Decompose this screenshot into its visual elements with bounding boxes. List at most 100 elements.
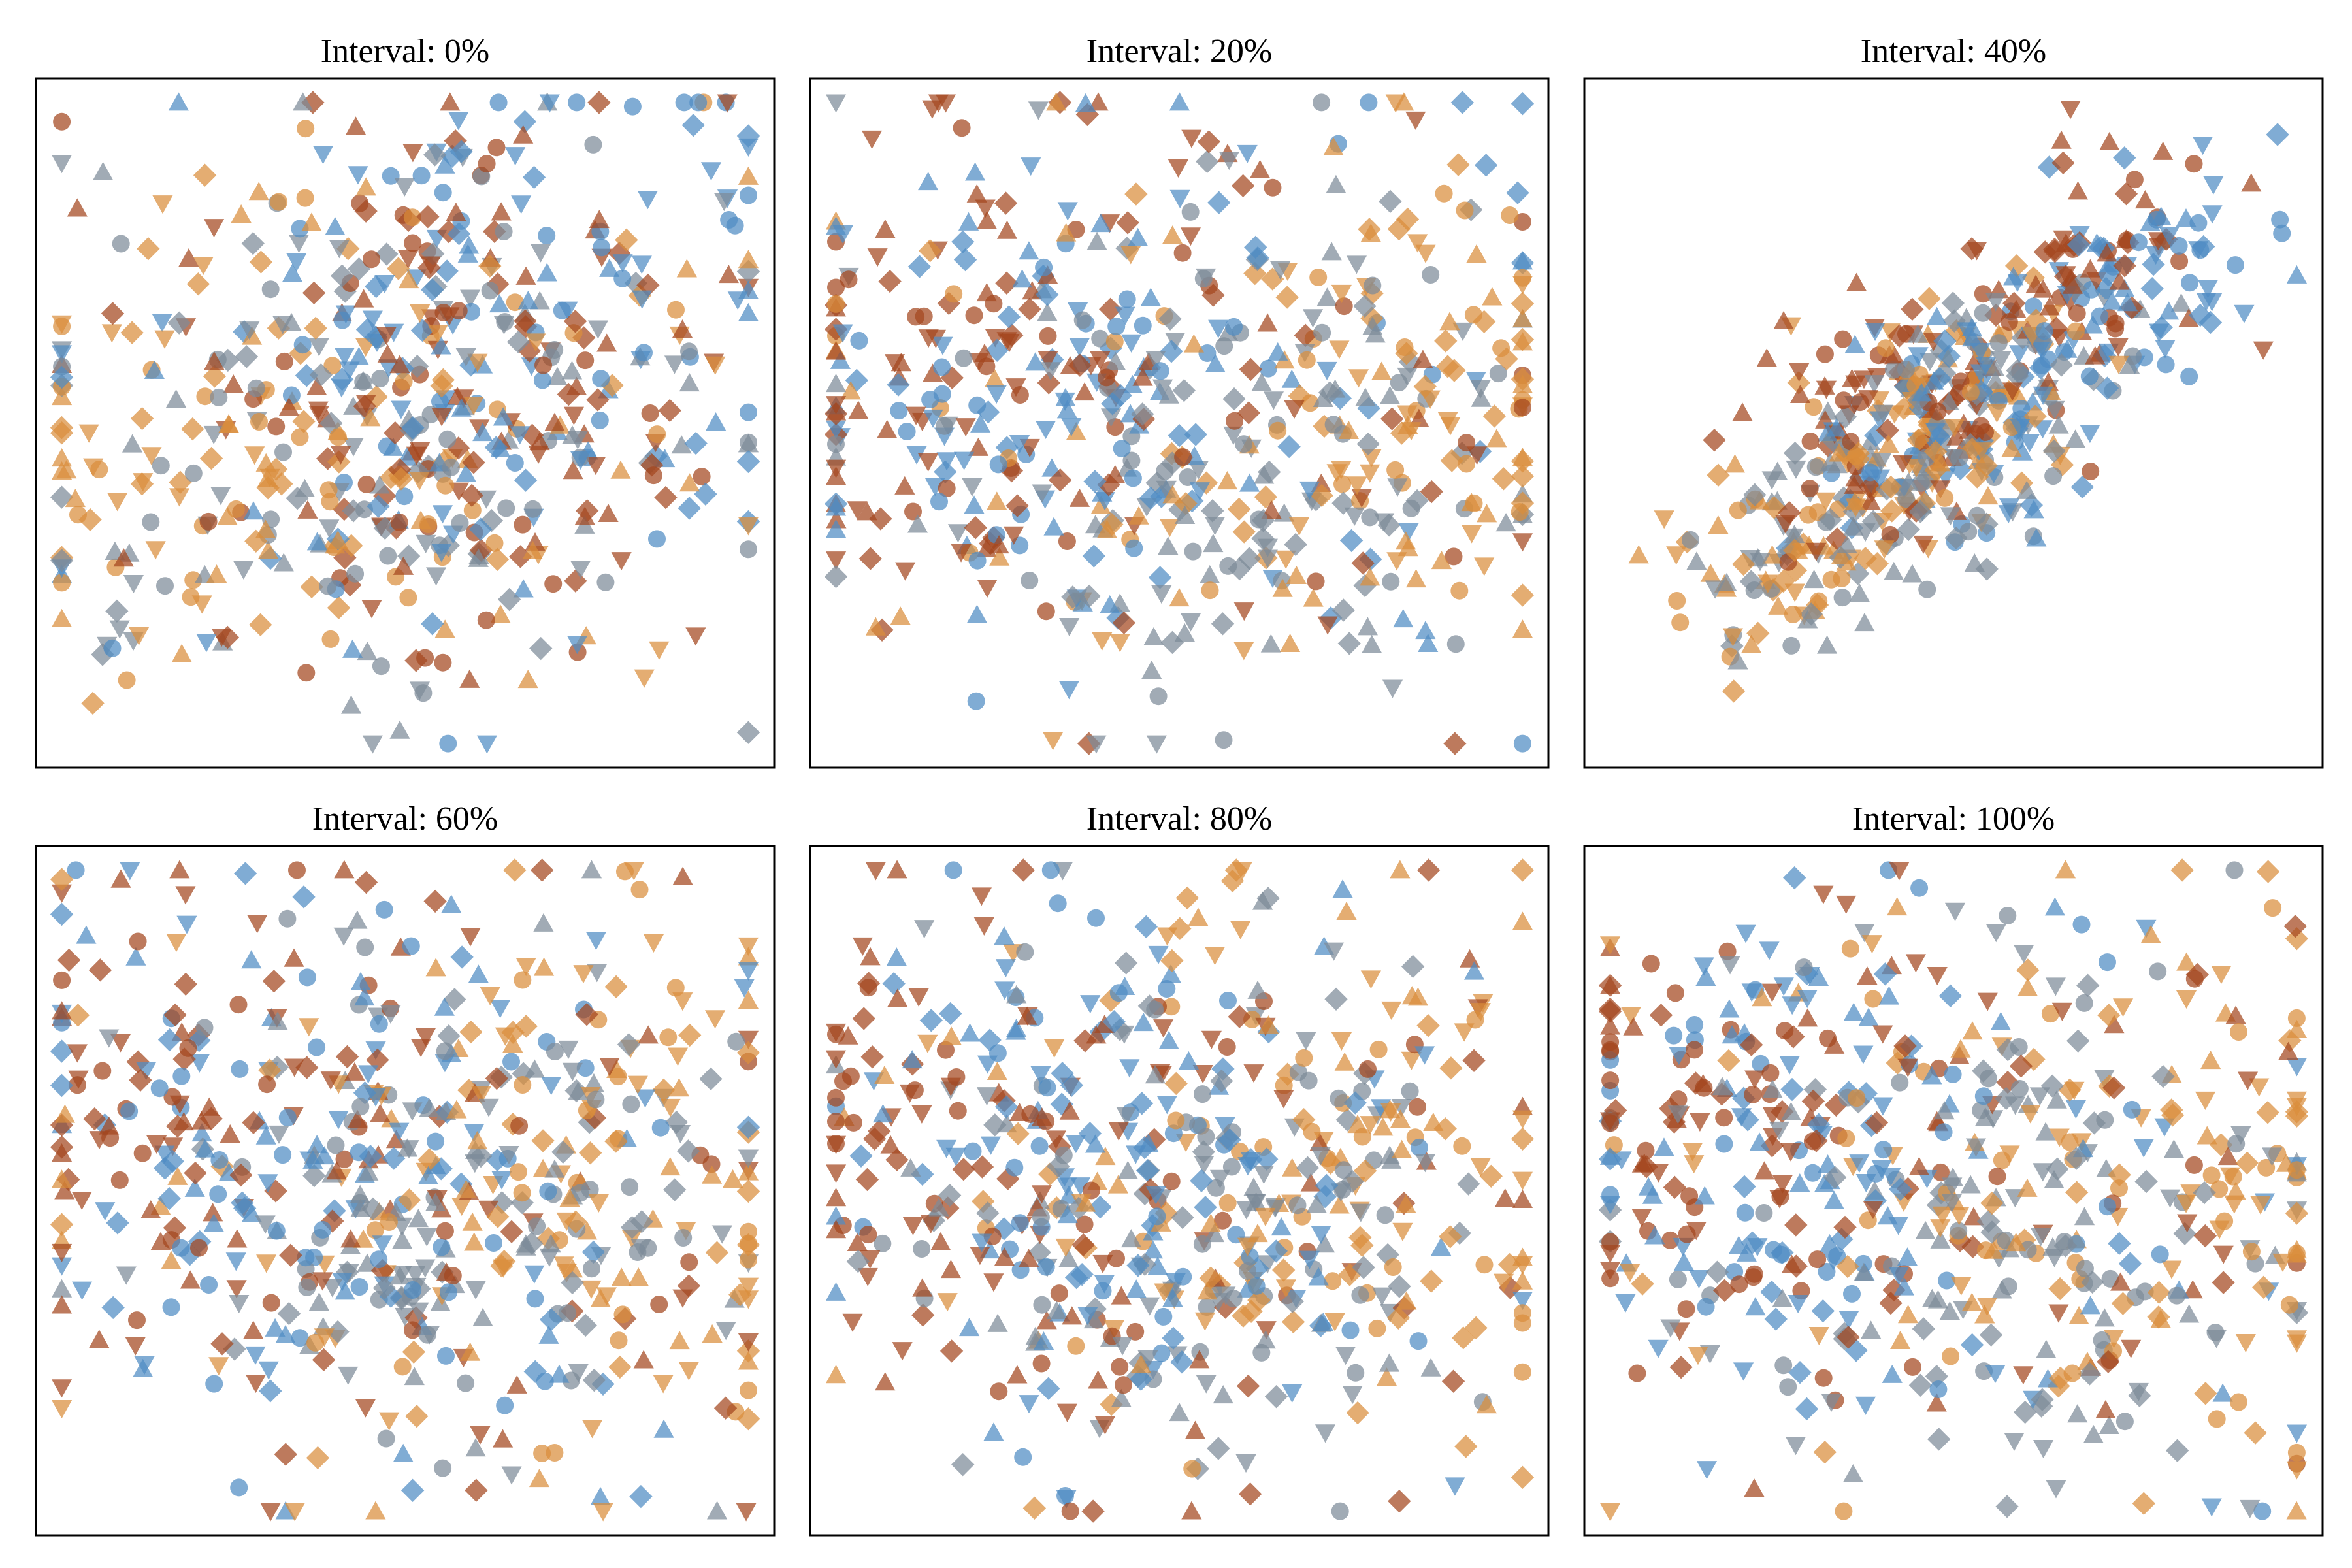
scatter-point: [1690, 1113, 1710, 1132]
scatter-point: [297, 500, 318, 519]
scatter-point: [736, 1041, 760, 1064]
scatter-point: [1439, 1056, 1463, 1080]
scatter-point: [1362, 316, 1383, 335]
scatter-point: [670, 1125, 691, 1144]
scatter-point: [1236, 1201, 1257, 1220]
scatter-point: [1364, 276, 1382, 295]
scatter-point: [964, 515, 987, 540]
scatter-point: [57, 948, 81, 972]
scatter-point: [675, 93, 693, 112]
scatter-point: [1288, 1196, 1307, 1215]
scatter-point: [2080, 1296, 2101, 1315]
scatter-point: [2067, 181, 2089, 200]
scatter-point: [1094, 1282, 1112, 1300]
scatter-point: [410, 304, 431, 323]
scatter-point: [1979, 1323, 2003, 1347]
scatter-point: [1170, 1350, 1194, 1374]
scatter-point: [191, 1123, 212, 1142]
scatter-point: [153, 1156, 177, 1180]
scatter-point: [286, 487, 309, 510]
scatter-point: [2161, 1260, 2182, 1279]
scatter-point: [1125, 539, 1143, 557]
scatter-point: [2266, 123, 2289, 146]
scatter-point: [924, 478, 945, 497]
scatter-point: [163, 1003, 187, 1027]
scatter-point: [446, 1100, 467, 1119]
scatter-point: [414, 684, 433, 702]
scatter-point: [376, 327, 397, 346]
scatter-point: [536, 263, 557, 282]
scatter-point: [1359, 1060, 1377, 1078]
scatter-point: [1088, 1370, 1109, 1389]
scatter-point: [1004, 526, 1024, 545]
scatter-point: [377, 344, 398, 363]
scatter-point: [71, 1281, 93, 1300]
scatter-point: [1417, 858, 1441, 882]
scatter-point: [247, 379, 265, 397]
scatter-point: [1181, 1501, 1202, 1520]
scatter-point: [1154, 1283, 1175, 1302]
scatter-point: [531, 1129, 555, 1152]
scatter-point: [1353, 294, 1377, 318]
scatter-point: [1387, 478, 1408, 497]
scatter-point: [940, 366, 964, 389]
scatter-point: [258, 1058, 282, 1082]
scatter-point: [1694, 1186, 1715, 1205]
scatter-point: [1654, 510, 1674, 529]
scatter-point: [1347, 1364, 1365, 1382]
scatter-point: [2080, 367, 2099, 385]
scatter-point: [331, 379, 352, 398]
scatter-point: [875, 219, 896, 238]
scatter-point: [947, 524, 969, 543]
scatter-point: [1782, 1025, 1805, 1049]
scatter-point: [1243, 1064, 1264, 1083]
scatter-point: [2049, 1366, 2072, 1390]
scatter-point: [398, 250, 419, 269]
scatter-point: [169, 488, 190, 507]
scatter-point: [1071, 1233, 1095, 1257]
scatter-point: [1772, 1175, 1793, 1194]
scatter-point: [533, 957, 555, 976]
scatter-point: [296, 189, 314, 207]
scatter-point: [2055, 1233, 2074, 1250]
scatter-point: [1984, 357, 2005, 376]
scatter-point: [242, 326, 263, 345]
scatter-point: [968, 396, 987, 414]
scatter-point: [1854, 924, 1875, 943]
scatter-point: [354, 870, 378, 894]
scatter-point: [2023, 404, 2047, 428]
scatter-point: [112, 235, 130, 253]
scatter-point: [1893, 1034, 1917, 1058]
scatter-point: [129, 932, 147, 951]
scatter-point: [1910, 879, 1929, 897]
scatter-point: [918, 453, 939, 472]
scatter-point: [611, 1267, 632, 1286]
scatter-point: [1601, 1269, 1620, 1288]
scatter-point: [2049, 1128, 2070, 1147]
scatter-point: [2170, 293, 2192, 312]
scatter-point: [959, 1317, 980, 1337]
scatter-point: [1358, 218, 1381, 241]
scatter-point: [1813, 1441, 1837, 1464]
scatter-point: [514, 468, 538, 492]
scatter-point: [2151, 1245, 2169, 1264]
scatter-point: [2271, 210, 2289, 229]
scatter-point: [157, 1028, 182, 1052]
scatter-point: [994, 926, 1015, 945]
scatter-point: [825, 1282, 847, 1301]
scatter-point: [740, 403, 757, 421]
scatter-point: [2121, 1339, 2142, 1358]
scatter-point: [1028, 101, 1049, 120]
scatter-point: [354, 199, 378, 223]
scatter-point: [1168, 159, 1189, 178]
scatter-point: [235, 345, 259, 368]
scatter-point: [1334, 1052, 1355, 1071]
panel-interval-100: Interval: 100%: [1583, 800, 2324, 1537]
scatter-point: [243, 501, 264, 520]
scatter-point: [288, 861, 306, 879]
scatter-point: [825, 466, 847, 485]
scatter-point: [976, 1087, 998, 1106]
scatter-point: [997, 305, 1021, 329]
scatter-point: [434, 304, 453, 321]
scatter-point: [1111, 1388, 1132, 1407]
